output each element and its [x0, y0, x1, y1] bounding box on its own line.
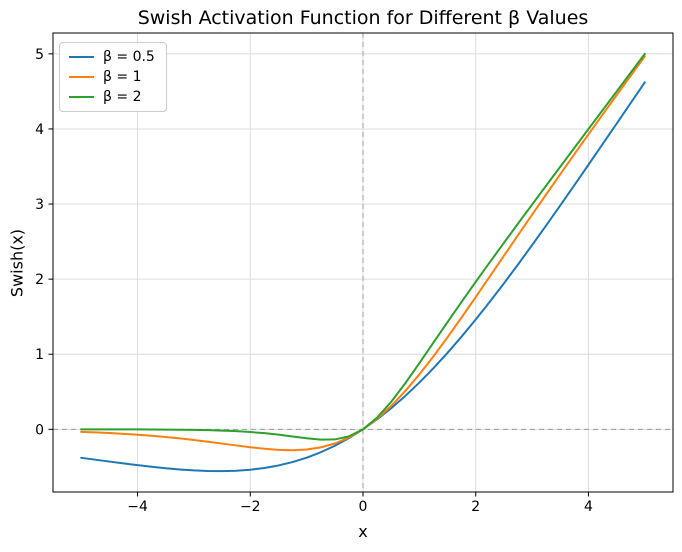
x-tick-label: 0 — [359, 499, 368, 515]
x-tick-label: −4 — [127, 499, 148, 515]
x-tick-label: −2 — [240, 499, 261, 515]
legend-line-sample — [69, 56, 94, 58]
legend-label: β = 0.5 — [103, 49, 155, 65]
x-tick-label: 4 — [584, 499, 593, 515]
x-axis-label: x — [358, 522, 368, 541]
y-tick-label: 3 — [35, 197, 44, 213]
series-line-2 — [80, 52, 646, 441]
legend-entry: β = 2 — [69, 89, 155, 105]
y-tick-label: 0 — [35, 422, 44, 438]
y-tick-label: 1 — [35, 347, 44, 363]
legend-label: β = 2 — [103, 89, 142, 105]
legend-entry: β = 0.5 — [69, 49, 155, 65]
legend-line-sample — [69, 96, 94, 98]
y-tick-label: 5 — [35, 47, 44, 63]
legend: β = 0.5 β = 1 β = 2 — [59, 42, 167, 112]
chart-title: Swish Activation Function for Different … — [137, 7, 589, 29]
y-tick-label: 4 — [35, 122, 44, 138]
y-axis-label: Swish(x) — [7, 228, 27, 298]
legend-line-sample — [69, 76, 94, 78]
y-tick-label: 2 — [35, 272, 44, 288]
legend-label: β = 1 — [103, 69, 142, 85]
x-tick-label: 2 — [471, 499, 480, 515]
legend-entry: β = 1 — [69, 69, 155, 85]
